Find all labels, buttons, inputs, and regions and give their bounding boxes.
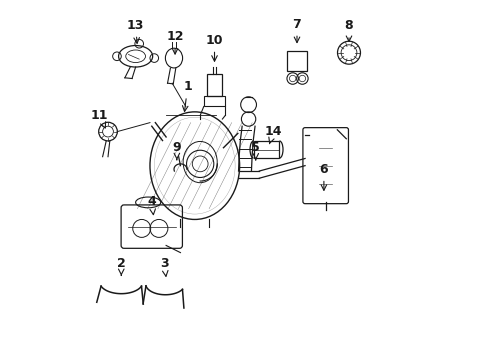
Text: 8: 8 — [344, 19, 353, 41]
Bar — [204, 96, 225, 107]
Text: 14: 14 — [265, 125, 282, 144]
Text: 2: 2 — [117, 257, 125, 275]
Text: 13: 13 — [127, 19, 145, 43]
Text: 5: 5 — [251, 141, 260, 160]
Text: 10: 10 — [206, 33, 223, 61]
Text: 12: 12 — [166, 30, 184, 54]
Text: 11: 11 — [91, 109, 108, 128]
Text: 4: 4 — [147, 195, 156, 215]
Text: 7: 7 — [293, 18, 301, 42]
Bar — [254, 141, 279, 158]
Text: 3: 3 — [160, 257, 169, 276]
Bar — [287, 51, 307, 71]
Text: 9: 9 — [172, 141, 181, 160]
Text: 1: 1 — [182, 80, 192, 112]
Bar — [207, 74, 221, 96]
Text: 6: 6 — [319, 163, 328, 190]
